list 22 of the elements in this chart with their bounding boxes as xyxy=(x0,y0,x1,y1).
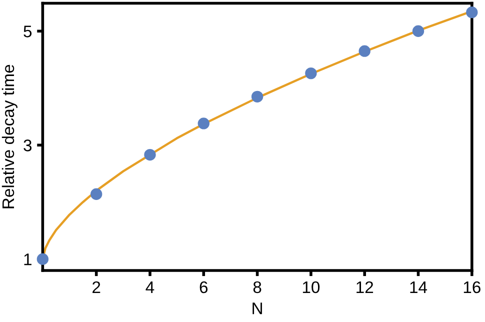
x-tick-label: 14 xyxy=(410,282,428,293)
x-tick-label: 10 xyxy=(302,281,320,294)
point xyxy=(305,67,317,80)
x-tick-label: 6 xyxy=(200,281,208,294)
x-tick-label: 2 xyxy=(92,281,100,293)
x-tick-label: 12 xyxy=(356,281,374,293)
point xyxy=(36,253,49,265)
y-tick-label: 5 xyxy=(24,26,32,38)
point xyxy=(90,188,102,200)
y-tick-label: 3 xyxy=(24,140,32,152)
x-tick-label: 4 xyxy=(146,282,154,293)
y-axis-title: Relative decay time xyxy=(2,64,18,208)
point xyxy=(466,6,478,18)
point xyxy=(251,90,264,103)
point xyxy=(412,25,424,37)
point xyxy=(198,118,210,130)
x-axis-title: N xyxy=(252,302,262,314)
point xyxy=(358,45,370,57)
y-tick-label: 1 xyxy=(24,254,32,266)
x-tick-label: 16 xyxy=(464,281,480,294)
x-tick-label: 8 xyxy=(253,281,262,294)
point xyxy=(144,148,156,161)
